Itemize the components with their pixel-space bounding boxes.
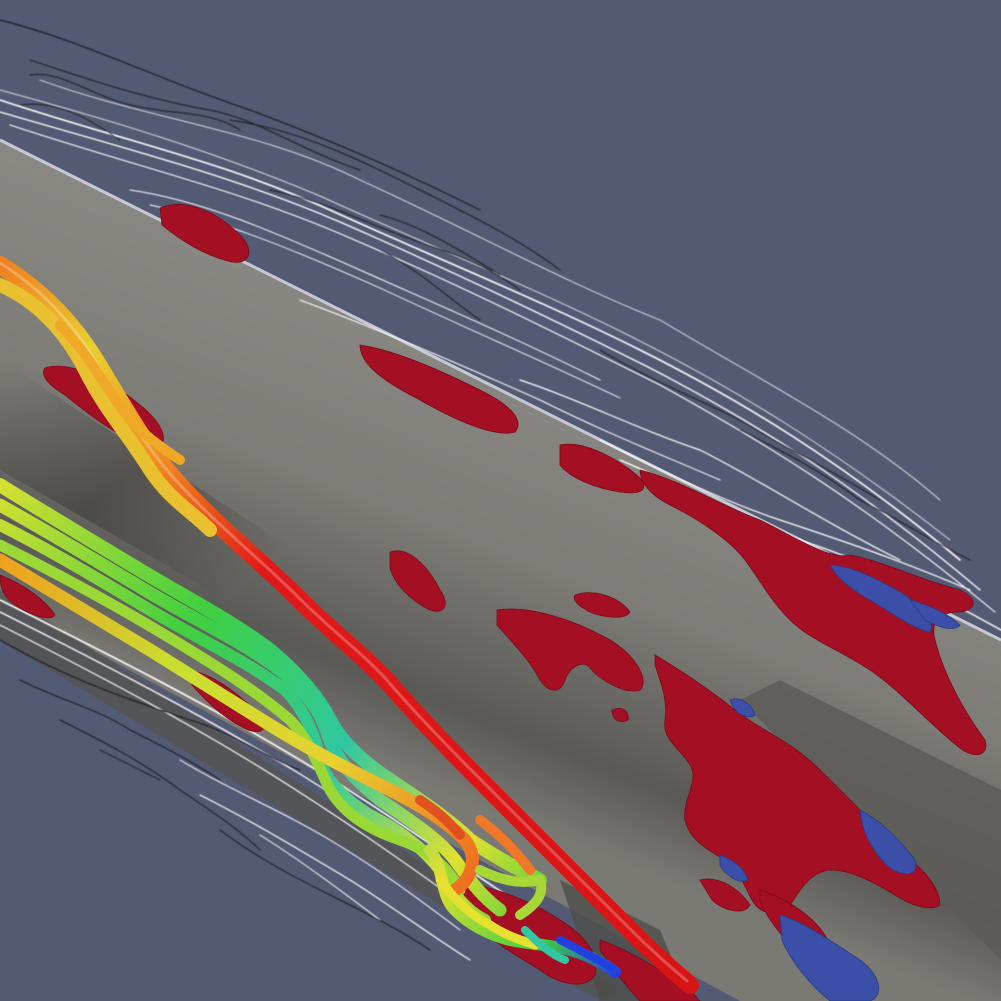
streamline-2	[0, 278, 217, 537]
vortex-isosurfaces-negative	[719, 564, 961, 1001]
streamline-7	[0, 553, 479, 897]
streamline-4	[0, 498, 507, 917]
streamlines	[0, 256, 699, 994]
streamline-6	[0, 539, 466, 896]
streamline-2b	[55, 320, 185, 465]
contour-lines-upper	[0, 19, 1001, 631]
